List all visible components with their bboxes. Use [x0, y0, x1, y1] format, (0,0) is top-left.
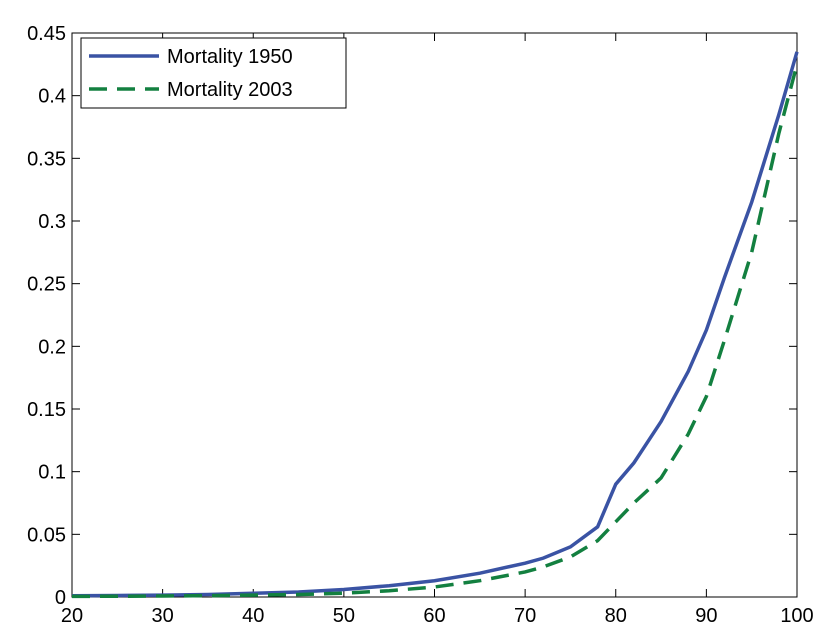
y-tick-label: 0.45: [27, 23, 66, 45]
y-tick-label: 0.35: [27, 148, 66, 170]
y-tick-label: 0.2: [38, 336, 66, 358]
x-tick-label: 90: [695, 605, 717, 627]
y-tick-label: 0.4: [38, 86, 66, 108]
y-tick-label: 0.05: [27, 524, 66, 546]
y-tick-label: 0: [55, 587, 66, 609]
x-tick-label: 30: [152, 605, 174, 627]
plot-area: [71, 32, 798, 598]
series-line: [71, 51, 799, 598]
legend-label: Mortality 2003: [167, 79, 293, 101]
x-tick-label: 70: [514, 605, 536, 627]
x-tick-label: 60: [423, 605, 445, 627]
legend-box: [80, 37, 347, 109]
x-tick-label: 80: [605, 605, 627, 627]
x-tick-label: 40: [242, 605, 264, 627]
y-tick-label: 0.3: [38, 211, 66, 233]
y-tick-label: 0.15: [27, 399, 66, 421]
x-tick-label: 20: [61, 605, 83, 627]
y-tick-label: 0.1: [38, 462, 66, 484]
x-tick-label: 50: [333, 605, 355, 627]
series-line: [71, 63, 799, 599]
x-tick-label: 100: [780, 605, 813, 627]
y-tick-label: 0.25: [27, 274, 66, 296]
legend-label: Mortality 1950: [167, 46, 293, 68]
